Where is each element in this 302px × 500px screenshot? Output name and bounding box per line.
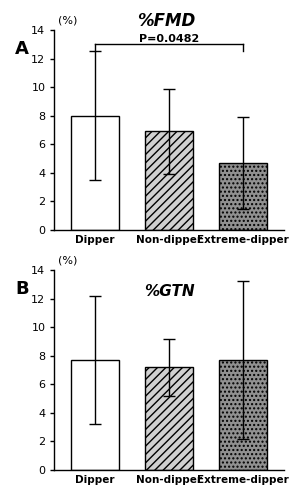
Bar [219,163,267,230]
Text: (%): (%) [58,256,77,266]
Text: %FMD: %FMD [137,12,195,30]
Bar [145,132,193,230]
Bar [145,367,193,470]
Bar [219,360,267,470]
Text: A: A [15,40,29,58]
Text: (%): (%) [58,16,77,26]
Bar [71,360,119,470]
Text: P=0.0482: P=0.0482 [139,34,199,43]
Text: %GTN: %GTN [144,284,194,299]
Bar [71,116,119,230]
Text: B: B [15,280,29,298]
